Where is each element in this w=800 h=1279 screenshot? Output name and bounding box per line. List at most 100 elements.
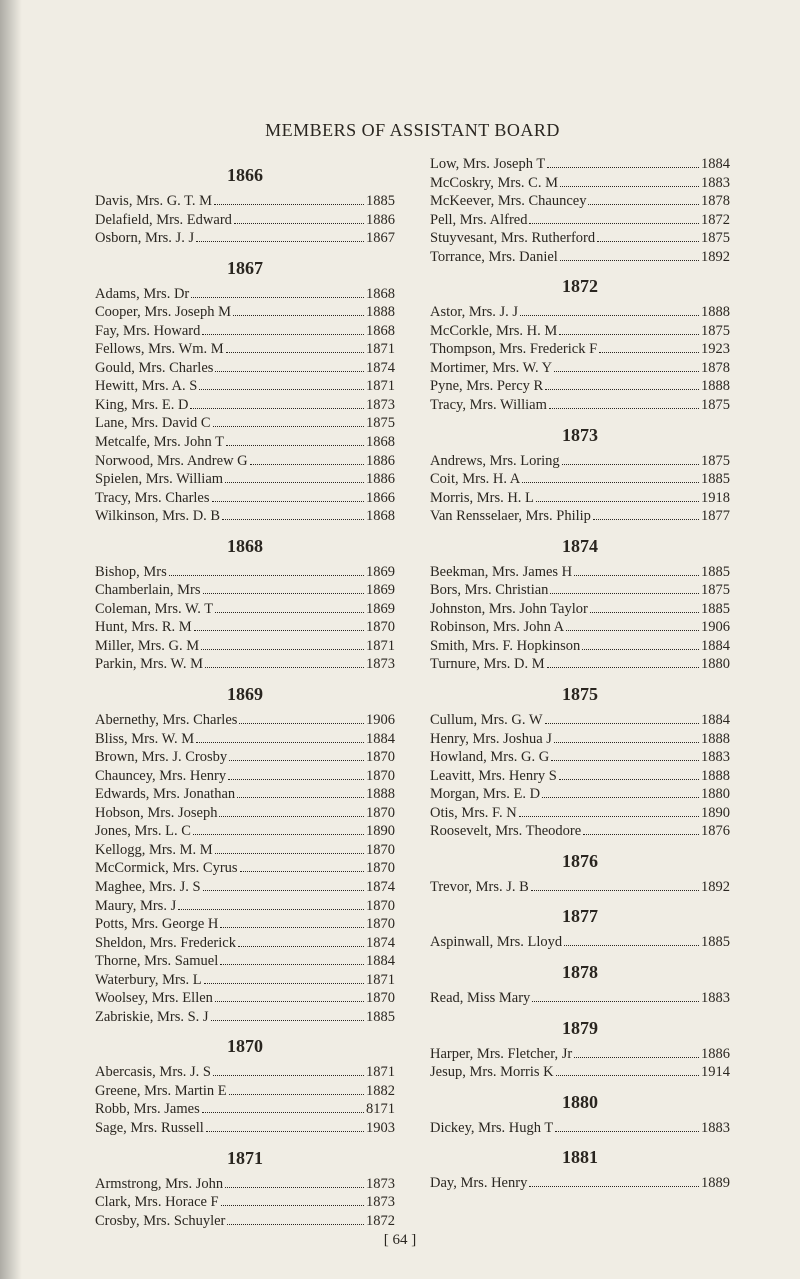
member-name: Fellows, Mrs. Wm. M bbox=[95, 340, 224, 359]
member-name: Jesup, Mrs. Morris K bbox=[430, 1063, 554, 1082]
member-entry: McCormick, Mrs. Cyrus1870 bbox=[95, 859, 395, 878]
leader-dots bbox=[597, 241, 699, 242]
member-name: Osborn, Mrs. J. J bbox=[95, 229, 194, 248]
member-year: 1872 bbox=[701, 211, 730, 230]
member-entry: Van Rensselaer, Mrs. Philip1877 bbox=[430, 507, 730, 526]
year-heading: 1880 bbox=[430, 1092, 730, 1113]
member-name: Wilkinson, Mrs. D. B bbox=[95, 507, 220, 526]
member-name: Miller, Mrs. G. M bbox=[95, 637, 199, 656]
member-name: Bishop, Mrs bbox=[95, 563, 167, 582]
member-year: 1874 bbox=[366, 878, 395, 897]
member-entry: Trevor, Mrs. J. B 1892 bbox=[430, 878, 730, 897]
member-entry: Mortimer, Mrs. W. Y1878 bbox=[430, 359, 730, 378]
member-year: 1869 bbox=[366, 581, 395, 600]
leader-dots bbox=[196, 742, 364, 743]
member-name: Armstrong, Mrs. John bbox=[95, 1175, 223, 1194]
leader-dots bbox=[237, 797, 364, 798]
page: MEMBERS OF ASSISTANT BOARD 1866Davis, Mr… bbox=[0, 0, 800, 1279]
member-entry: Torrance, Mrs. Daniel1892 bbox=[430, 248, 730, 267]
leader-dots bbox=[554, 742, 699, 743]
member-entry: Pell, Mrs. Alfred 1872 bbox=[430, 211, 730, 230]
member-year: 1869 bbox=[366, 563, 395, 582]
member-name: Norwood, Mrs. Andrew G bbox=[95, 452, 248, 471]
member-entry: Norwood, Mrs. Andrew G1886 bbox=[95, 452, 395, 471]
member-year: 1870 bbox=[366, 859, 395, 878]
member-name: Davis, Mrs. G. T. M bbox=[95, 192, 212, 211]
member-year: 1884 bbox=[701, 711, 730, 730]
leader-dots bbox=[545, 389, 699, 390]
member-year: 1883 bbox=[701, 748, 730, 767]
year-heading: 1870 bbox=[95, 1036, 395, 1057]
member-entry: McKeever, Mrs. Chauncey1878 bbox=[430, 192, 730, 211]
leader-dots bbox=[221, 1205, 364, 1206]
member-entry: Davis, Mrs. G. T. M1885 bbox=[95, 192, 395, 211]
left-column: 1866Davis, Mrs. G. T. M1885Delafield, Mr… bbox=[95, 155, 395, 1230]
year-heading: 1866 bbox=[95, 165, 395, 186]
leader-dots bbox=[551, 760, 699, 761]
member-name: Woolsey, Mrs. Ellen bbox=[95, 989, 213, 1008]
member-name: Edwards, Mrs. Jonathan bbox=[95, 785, 235, 804]
member-entry: Andrews, Mrs. Loring1875 bbox=[430, 452, 730, 471]
member-name: Zabriskie, Mrs. S. J bbox=[95, 1008, 209, 1027]
member-name: Hobson, Mrs. Joseph bbox=[95, 804, 217, 823]
member-name: Trevor, Mrs. J. B bbox=[430, 878, 529, 897]
year-heading: 1879 bbox=[430, 1018, 730, 1039]
member-name: Coit, Mrs. H. A bbox=[430, 470, 520, 489]
member-name: Maury, Mrs. J bbox=[95, 897, 176, 916]
member-name: Potts, Mrs. George H bbox=[95, 915, 218, 934]
member-entry: Coit, Mrs. H. A1885 bbox=[430, 470, 730, 489]
member-year: 1885 bbox=[701, 563, 730, 582]
member-name: Pell, Mrs. Alfred bbox=[430, 211, 527, 230]
member-entry: Hewitt, Mrs. A. S1871 bbox=[95, 377, 395, 396]
leader-dots bbox=[559, 779, 699, 780]
member-name: Morgan, Mrs. E. D bbox=[430, 785, 540, 804]
member-name: Pyne, Mrs. Percy R bbox=[430, 377, 543, 396]
member-entry: Brown, Mrs. J. Crosby1870 bbox=[95, 748, 395, 767]
year-heading: 1873 bbox=[430, 425, 730, 446]
member-entry: Maury, Mrs. J1870 bbox=[95, 897, 395, 916]
member-name: Torrance, Mrs. Daniel bbox=[430, 248, 558, 267]
member-name: Hunt, Mrs. R. M bbox=[95, 618, 192, 637]
leader-dots bbox=[220, 964, 364, 965]
leader-dots bbox=[215, 371, 364, 372]
member-entry: Astor, Mrs. J. J1888 bbox=[430, 303, 730, 322]
member-name: Robinson, Mrs. John A bbox=[430, 618, 564, 637]
member-name: Crosby, Mrs. Schuyler bbox=[95, 1212, 225, 1231]
member-year: 1871 bbox=[366, 637, 395, 656]
leader-dots bbox=[228, 779, 364, 780]
member-year: 1872 bbox=[366, 1212, 395, 1231]
leader-dots bbox=[201, 649, 364, 650]
leader-dots bbox=[542, 797, 699, 798]
member-year: 1888 bbox=[701, 303, 730, 322]
member-name: Read, Miss Mary bbox=[430, 989, 530, 1008]
member-year: 1868 bbox=[366, 285, 395, 304]
member-year: 1870 bbox=[366, 767, 395, 786]
leader-dots bbox=[219, 816, 364, 817]
year-heading: 1868 bbox=[95, 536, 395, 557]
member-year: 1906 bbox=[366, 711, 395, 730]
leader-dots bbox=[226, 352, 364, 353]
member-entry: Sheldon, Mrs. Frederick1874 bbox=[95, 934, 395, 953]
member-name: Greene, Mrs. Martin E bbox=[95, 1082, 227, 1101]
leader-dots bbox=[550, 593, 699, 594]
member-name: Adams, Mrs. Dr bbox=[95, 285, 189, 304]
member-entry: Howland, Mrs. G. G1883 bbox=[430, 748, 730, 767]
member-name: Fay, Mrs. Howard bbox=[95, 322, 200, 341]
leader-dots bbox=[238, 946, 364, 947]
member-name: Robb, Mrs. James bbox=[95, 1100, 200, 1119]
leader-dots bbox=[193, 834, 364, 835]
member-name: Clark, Mrs. Horace F bbox=[95, 1193, 219, 1212]
member-year: 1889 bbox=[701, 1174, 730, 1193]
member-year: 1884 bbox=[366, 952, 395, 971]
member-year: 1873 bbox=[366, 1193, 395, 1212]
member-entry: Thompson, Mrs. Frederick F1923 bbox=[430, 340, 730, 359]
member-year: 1892 bbox=[701, 878, 730, 897]
member-entry: Smith, Mrs. F. Hopkinson1884 bbox=[430, 637, 730, 656]
year-heading: 1877 bbox=[430, 906, 730, 927]
page-number: [ 64 ] bbox=[0, 1232, 800, 1249]
member-entry: Dickey, Mrs. Hugh T1883 bbox=[430, 1119, 730, 1138]
leader-dots bbox=[522, 482, 699, 483]
member-year: 1885 bbox=[701, 600, 730, 619]
leader-dots bbox=[574, 1057, 699, 1058]
member-name: McKeever, Mrs. Chauncey bbox=[430, 192, 586, 211]
